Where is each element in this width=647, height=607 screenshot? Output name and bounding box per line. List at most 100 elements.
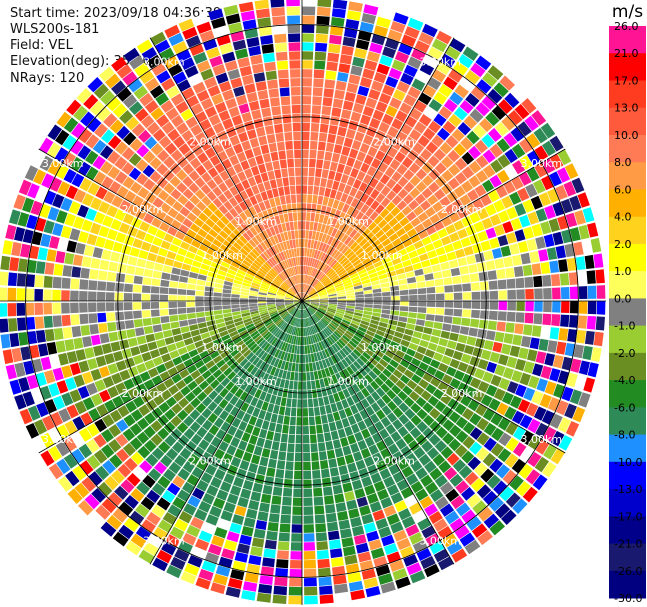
velocity-cell	[309, 316, 314, 325]
velocity-cell	[227, 577, 243, 589]
velocity-cell	[205, 360, 216, 369]
velocity-cell	[335, 502, 347, 513]
velocity-cell	[202, 207, 213, 218]
velocity-cell	[321, 387, 328, 397]
velocity-cell	[527, 150, 541, 166]
velocity-cell	[489, 290, 499, 300]
velocity-cell	[321, 318, 329, 326]
velocity-cell	[483, 513, 499, 529]
velocity-cell	[116, 448, 130, 463]
velocity-cell	[434, 400, 447, 413]
velocity-cell	[270, 268, 278, 276]
velocity-cell	[144, 412, 157, 425]
velocity-cell	[452, 459, 466, 473]
velocity-cell	[233, 143, 244, 154]
velocity-cell	[294, 266, 298, 275]
velocity-cell	[336, 310, 345, 315]
velocity-cell	[165, 396, 177, 408]
velocity-cell	[225, 414, 235, 425]
velocity-cell	[302, 301, 304, 310]
velocity-cell	[387, 484, 400, 496]
velocity-cell	[317, 195, 324, 205]
velocity-cell	[506, 278, 516, 289]
velocity-cell	[495, 503, 511, 519]
velocity-cell	[70, 302, 79, 314]
velocity-cell	[177, 489, 191, 502]
velocity-cell	[429, 335, 440, 344]
velocity-cell	[397, 426, 409, 438]
velocity-cell	[197, 152, 209, 164]
velocity-cell	[567, 329, 578, 343]
velocity-cell	[244, 256, 254, 265]
velocity-cell	[95, 186, 108, 200]
velocity-cell	[148, 534, 164, 549]
velocity-cell	[366, 51, 381, 63]
velocity-cell	[264, 61, 276, 72]
velocity-cell	[144, 233, 155, 244]
velocity-cell	[302, 295, 309, 301]
velocity-cell	[295, 301, 302, 307]
velocity-cell	[292, 506, 302, 515]
velocity-cell	[550, 448, 565, 465]
velocity-cell	[543, 287, 552, 300]
velocity-cell	[371, 353, 382, 362]
velocity-cell	[141, 519, 156, 533]
velocity-cell	[217, 326, 227, 333]
velocity-cell	[265, 218, 273, 228]
velocity-cell	[315, 333, 320, 343]
velocity-cell	[489, 458, 503, 473]
velocity-cell	[408, 312, 417, 319]
velocity-cell	[348, 270, 357, 277]
velocity-cell	[103, 113, 118, 128]
velocity-cell	[350, 219, 359, 229]
velocity-cell	[289, 267, 294, 276]
velocity-cell	[298, 284, 301, 293]
velocity-cell	[189, 194, 201, 206]
velocity-cell	[252, 317, 262, 323]
velocity-cell	[215, 234, 226, 244]
velocity-cell	[559, 273, 570, 286]
velocity-cell	[295, 301, 302, 307]
velocity-cell	[278, 78, 290, 88]
velocity-cell	[239, 248, 249, 256]
velocity-cell	[341, 259, 350, 267]
velocity-cell	[24, 165, 39, 181]
velocity-cell	[346, 216, 355, 226]
velocity-cell	[122, 94, 138, 109]
velocity-cell	[352, 102, 364, 114]
velocity-cell	[267, 355, 274, 365]
velocity-cell	[296, 266, 299, 275]
velocity-cell	[511, 143, 526, 159]
velocity-cell	[390, 341, 400, 349]
velocity-cell	[236, 225, 246, 235]
velocity-cell	[370, 189, 380, 200]
velocity-cell	[252, 356, 260, 366]
velocity-cell	[302, 345, 305, 354]
velocity-cell	[549, 135, 564, 152]
velocity-cell	[268, 335, 276, 344]
velocity-cell	[413, 240, 424, 250]
velocity-cell	[453, 301, 463, 309]
velocity-cell	[341, 276, 351, 283]
velocity-cell	[424, 349, 435, 358]
velocity-cell	[66, 351, 78, 364]
velocity-cell	[195, 111, 208, 123]
velocity-cell	[302, 51, 314, 60]
velocity-cell	[267, 295, 276, 299]
velocity-cell	[471, 291, 481, 300]
velocity-cell	[267, 305, 276, 309]
velocity-cell	[399, 374, 410, 385]
velocity-cell	[106, 205, 119, 218]
velocity-cell	[531, 325, 542, 337]
velocity-cell	[362, 336, 372, 344]
velocity-cell	[130, 409, 143, 422]
velocity-cell	[78, 500, 94, 516]
velocity-cell	[249, 386, 258, 397]
velocity-cell	[429, 541, 445, 555]
velocity-cell	[378, 233, 388, 243]
velocity-cell	[194, 508, 208, 521]
velocity-cell	[321, 359, 328, 369]
velocity-cell	[325, 386, 333, 396]
velocity-cell	[378, 526, 392, 538]
velocity-cell	[393, 12, 409, 25]
